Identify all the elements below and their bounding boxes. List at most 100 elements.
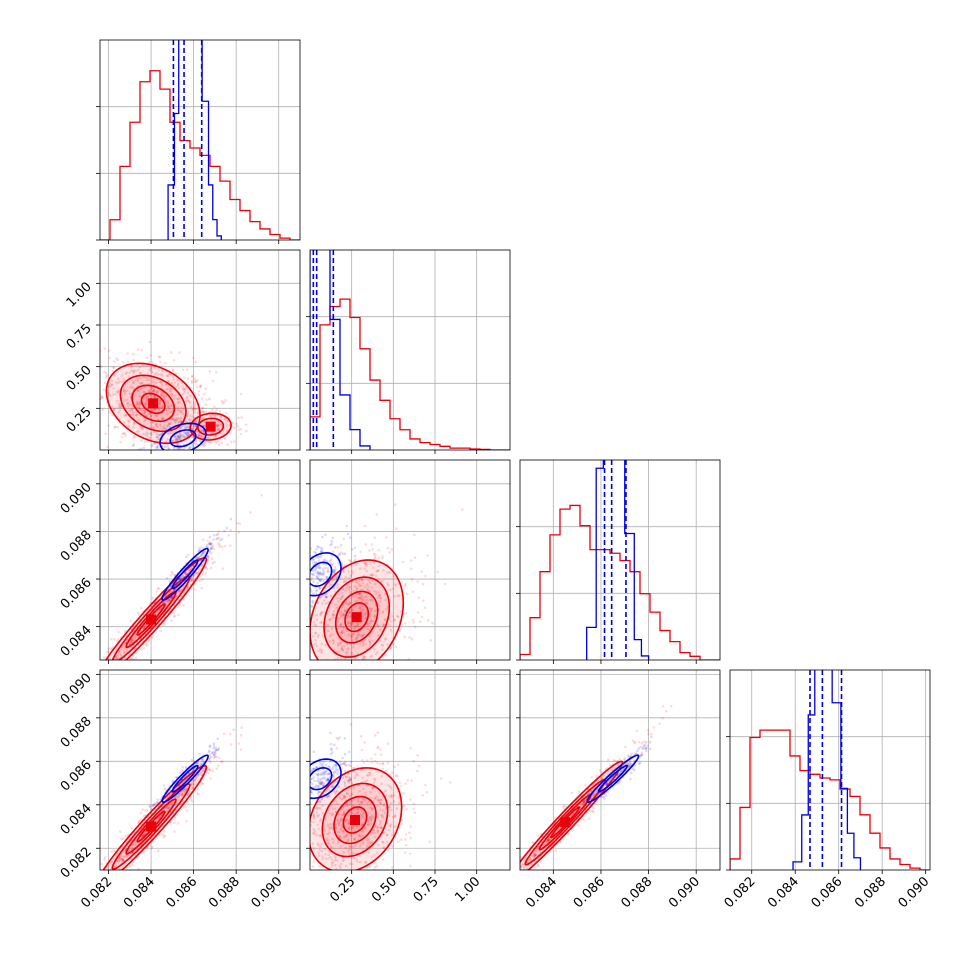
red-point bbox=[399, 610, 402, 613]
blue-point bbox=[311, 782, 314, 786]
blue-point bbox=[316, 577, 319, 580]
blue-point bbox=[212, 744, 216, 747]
red-point bbox=[375, 590, 378, 594]
red-point bbox=[385, 840, 389, 844]
red-point bbox=[166, 412, 169, 416]
blue-point bbox=[318, 566, 322, 569]
blue-point bbox=[311, 572, 315, 576]
red-point bbox=[80, 906, 83, 909]
red-point bbox=[381, 858, 385, 861]
red-point bbox=[347, 583, 350, 586]
red-point bbox=[131, 408, 134, 411]
red-point bbox=[424, 574, 427, 578]
red-point bbox=[111, 870, 114, 873]
red-point bbox=[388, 647, 392, 650]
red-point bbox=[90, 693, 93, 696]
frame-s1 bbox=[99, 459, 301, 661]
red-point bbox=[152, 377, 155, 381]
blue-point bbox=[305, 778, 308, 781]
red-point bbox=[154, 381, 158, 385]
red-point bbox=[404, 851, 407, 854]
blue-point bbox=[310, 780, 312, 784]
red-point bbox=[354, 774, 358, 777]
red-point bbox=[398, 781, 402, 785]
red-point bbox=[349, 559, 353, 562]
red-point bbox=[342, 813, 345, 816]
red-point bbox=[171, 418, 174, 421]
red-point bbox=[89, 700, 92, 703]
red-point bbox=[196, 572, 199, 575]
red-point bbox=[342, 762, 346, 766]
red-point bbox=[338, 864, 342, 868]
red-point bbox=[370, 573, 373, 577]
red-point bbox=[362, 599, 365, 602]
blue-point bbox=[217, 748, 220, 751]
red-point bbox=[194, 776, 198, 779]
blue-point bbox=[200, 554, 203, 557]
red-point bbox=[54, 935, 57, 938]
red-point bbox=[360, 578, 364, 582]
red-point bbox=[333, 771, 337, 774]
blue-point bbox=[341, 776, 345, 779]
red-point bbox=[364, 861, 367, 864]
red-point bbox=[324, 644, 327, 647]
red-point bbox=[164, 383, 168, 387]
red-point bbox=[334, 863, 337, 867]
red-point bbox=[166, 423, 170, 427]
red-point bbox=[364, 598, 367, 602]
blue-point bbox=[334, 767, 338, 771]
red-point bbox=[328, 640, 332, 643]
red-point bbox=[361, 615, 364, 618]
blue-point bbox=[318, 799, 322, 803]
red-point bbox=[184, 805, 187, 808]
red-point bbox=[312, 621, 316, 624]
red-point bbox=[240, 416, 243, 419]
frame-s4 bbox=[309, 669, 511, 871]
red-point bbox=[369, 619, 372, 623]
red-point bbox=[329, 914, 332, 917]
red-point bbox=[202, 392, 206, 396]
red-point bbox=[326, 569, 330, 573]
red-point bbox=[115, 399, 119, 403]
red-point bbox=[342, 811, 346, 815]
red-point bbox=[306, 871, 309, 874]
red-point bbox=[377, 798, 380, 801]
red-point bbox=[188, 401, 192, 404]
red-point bbox=[121, 645, 124, 648]
red-point bbox=[134, 378, 138, 382]
red-point bbox=[163, 623, 167, 626]
red-point bbox=[158, 402, 161, 406]
red-point bbox=[337, 818, 340, 822]
red-point bbox=[410, 779, 413, 782]
red-point bbox=[363, 562, 367, 566]
red-point bbox=[368, 638, 371, 642]
red-point bbox=[128, 451, 131, 454]
red-point bbox=[268, 866, 271, 869]
blue-point bbox=[326, 570, 330, 573]
red-point bbox=[345, 864, 348, 868]
red-point bbox=[334, 807, 337, 810]
red-point bbox=[389, 785, 392, 788]
red-point bbox=[212, 547, 215, 551]
blue-point bbox=[323, 558, 327, 561]
red-point bbox=[148, 437, 152, 440]
red-point bbox=[361, 667, 364, 670]
blue-point bbox=[324, 533, 327, 537]
red-point bbox=[341, 628, 345, 632]
red-contour-0-0 bbox=[140, 392, 166, 415]
red-point bbox=[171, 417, 174, 420]
red-point bbox=[361, 595, 364, 598]
red-point bbox=[377, 594, 381, 598]
red-point bbox=[190, 799, 193, 803]
red-point bbox=[137, 405, 141, 409]
red-point bbox=[377, 556, 381, 559]
blue-point bbox=[307, 580, 310, 583]
red-point bbox=[118, 867, 122, 870]
red-point bbox=[332, 610, 336, 613]
red-point bbox=[186, 399, 189, 402]
blue-point bbox=[208, 745, 212, 749]
red-point bbox=[236, 522, 239, 525]
red-point bbox=[356, 623, 360, 626]
red-point bbox=[412, 802, 416, 806]
red-point bbox=[133, 633, 137, 636]
